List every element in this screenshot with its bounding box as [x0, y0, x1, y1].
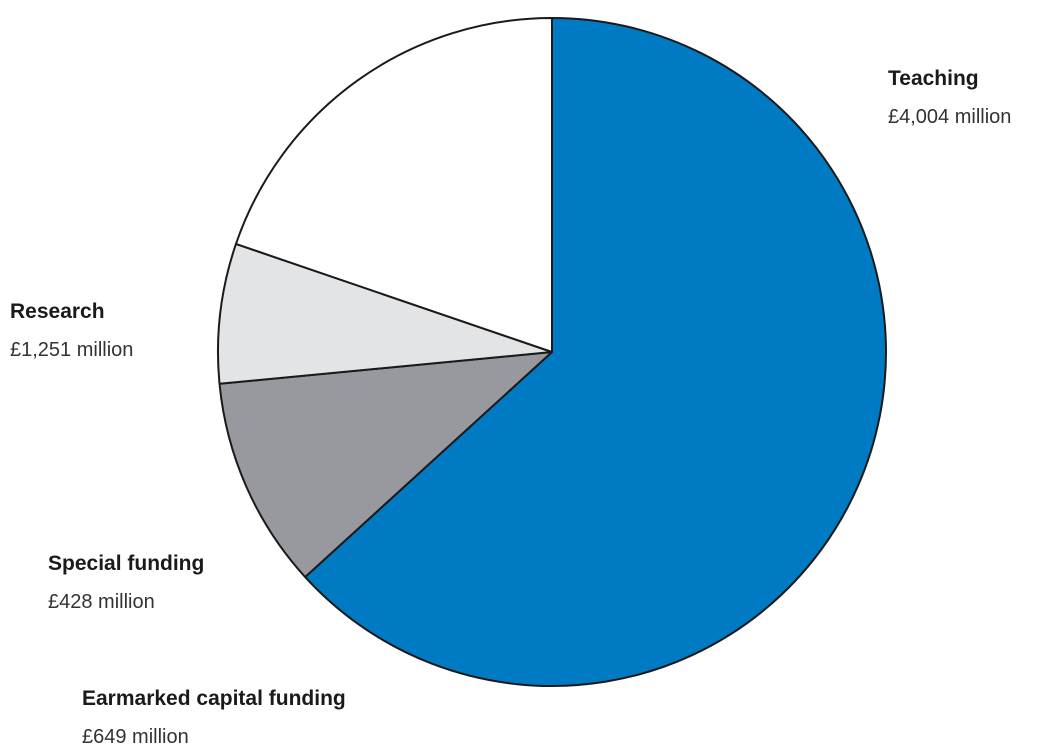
pie-slice-teaching	[304, 17, 887, 687]
pie-slice-earmarked-capital-funding	[218, 351, 553, 579]
slice-label-research-value: £1,251 million	[10, 339, 133, 361]
pie-slice-special-funding	[217, 242, 553, 385]
slice-label-teaching: Teaching £4,004 million	[888, 67, 1011, 128]
slice-label-earmarked-capital-funding-name: Earmarked capital funding	[82, 687, 346, 710]
pie-slices	[217, 17, 887, 687]
slice-label-special-funding: Special funding £428 million	[48, 552, 204, 613]
slice-label-earmarked-capital-funding: Earmarked capital funding £649 million	[82, 687, 346, 746]
slice-label-earmarked-capital-funding-value: £649 million	[82, 726, 189, 746]
slice-label-research: Research £1,251 million	[10, 300, 133, 361]
slice-label-teaching-name: Teaching	[888, 67, 979, 90]
slice-label-research-name: Research	[10, 300, 105, 323]
slice-label-teaching-value: £4,004 million	[888, 106, 1011, 128]
slice-label-special-funding-name: Special funding	[48, 552, 204, 575]
pie-slice-research	[234, 17, 553, 353]
slice-label-special-funding-value: £428 million	[48, 591, 155, 613]
